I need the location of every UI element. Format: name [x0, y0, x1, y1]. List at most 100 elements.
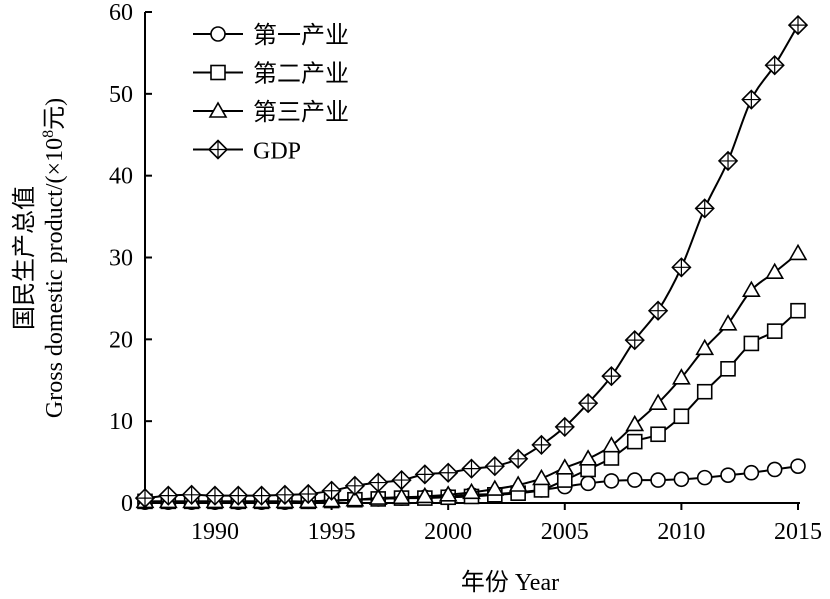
point-gdp-2000 [438, 462, 459, 483]
point-secondary-industry-2007 [603, 450, 620, 466]
point-primary-industry-2015 [790, 458, 806, 474]
x-axis-title: 年份 Year [461, 569, 559, 596]
y-axis-title-line2-prefix: Gross domestic product/(×10 [42, 138, 68, 418]
point-gdp-2001 [461, 458, 482, 479]
point-primary-industry-2006 [580, 475, 596, 492]
point-gdp-2011 [694, 198, 715, 219]
point-tertiary-industry-2011 [695, 338, 715, 356]
legend-label-primary-industry: 第一产业 [253, 22, 349, 49]
x-tick-label-2010: 2010 [657, 519, 705, 545]
legend-item-gdp: GDP [193, 139, 301, 165]
point-gdp-1995 [321, 480, 342, 501]
point-gdp-1996 [344, 475, 366, 496]
point-tertiary-industry-1999 [415, 486, 435, 504]
point-tertiary-industry-2014 [765, 262, 785, 280]
point-gdp-1990 [204, 485, 226, 506]
point-primary-industry-2013 [743, 464, 760, 481]
point-gdp-2005 [554, 416, 575, 438]
point-tertiary-industry-2007 [602, 436, 621, 453]
point-gdp-2013 [741, 89, 762, 110]
point-primary-industry-2008 [626, 472, 643, 488]
point-tertiary-industry-2003 [508, 475, 528, 492]
point-tertiary-industry-2012 [718, 314, 738, 331]
y-axis-title-line2-sup: 8 [40, 130, 57, 138]
legend-item-tertiary-industry: 第三产业 [193, 99, 349, 126]
point-primary-industry-2011 [696, 469, 713, 486]
point-gdp-2002 [484, 456, 505, 477]
point-tertiary-industry-2013 [741, 280, 761, 298]
legend-item-secondary-industry: 第二产业 [193, 61, 349, 88]
point-tertiary-industry-2005 [555, 458, 575, 475]
y-tick-label-0: 0 [121, 491, 133, 517]
point-gdp-2003 [508, 448, 529, 469]
point-gdp-2014 [764, 55, 785, 76]
point-gdp-1997 [368, 472, 389, 493]
point-gdp-2004 [531, 434, 552, 456]
y-ticks: 0 10 20 30 40 50 60 [109, 0, 152, 517]
series-layer [134, 14, 809, 510]
point-gdp-2015 [787, 14, 809, 36]
point-gdp-1994 [298, 483, 319, 505]
point-secondary-industry-2010 [673, 408, 690, 425]
point-tertiary-industry-2004 [532, 468, 551, 486]
x-ticks: 1990 1995 2000 2005 2010 2015 [191, 503, 822, 545]
point-primary-industry-2010 [673, 471, 690, 488]
point-primary-industry-2012 [720, 467, 736, 483]
y-axis-title-line2-suffix: 元) [42, 98, 68, 130]
point-tertiary-industry-1998 [392, 487, 411, 505]
point-gdp-1999 [414, 464, 435, 485]
point-primary-industry-2014 [766, 461, 783, 478]
legend-marker-secondary-industry [210, 64, 226, 81]
point-gdp-1992 [251, 485, 272, 506]
x-tick-label-1995: 1995 [308, 519, 356, 545]
point-tertiary-industry-2002 [485, 479, 505, 496]
point-secondary-industry-2014 [766, 323, 783, 339]
point-secondary-industry-2012 [720, 360, 736, 377]
series-line-gdp [144, 24, 799, 500]
point-secondary-industry-2011 [696, 383, 713, 400]
point-tertiary-industry-2006 [578, 449, 598, 466]
axes [144, 12, 800, 504]
legend-label-secondary-industry: 第二产业 [253, 61, 349, 88]
point-gdp-1987 [134, 487, 156, 509]
point-secondary-industry-2009 [650, 426, 666, 443]
y-tick-label-30: 30 [109, 246, 133, 272]
point-tertiary-industry-2008 [625, 414, 645, 432]
x-tick-label-1990: 1990 [191, 519, 239, 545]
y-axis-title-line1: 国民生产总值 [11, 186, 38, 330]
point-tertiary-industry-2009 [648, 393, 668, 410]
x-tick-label-2015: 2015 [774, 519, 822, 545]
point-tertiary-industry-2010 [672, 368, 691, 385]
legend-item-primary-industry: 第一产业 [193, 22, 349, 49]
point-tertiary-industry-2000 [438, 485, 458, 502]
point-gdp-1988 [158, 485, 179, 506]
point-tertiary-industry-1997 [368, 488, 388, 505]
point-gdp-1991 [228, 485, 249, 506]
point-secondary-industry-2013 [743, 335, 760, 352]
point-secondary-industry-2008 [626, 433, 643, 450]
point-gdp-1993 [274, 484, 296, 505]
x-tick-label-2005: 2005 [541, 519, 589, 545]
point-secondary-industry-2015 [790, 302, 806, 319]
legend-marker-gdp [207, 139, 229, 160]
legend-label-gdp: GDP [253, 139, 301, 165]
y-axis-title-line2: Gross domestic product/(×108元) [40, 98, 68, 418]
point-primary-industry-2009 [650, 472, 666, 488]
y-tick-label-20: 20 [109, 327, 133, 353]
y-tick-label-10: 10 [109, 409, 133, 435]
legend-marker-tertiary-industry [208, 101, 228, 118]
point-secondary-industry-2005 [556, 472, 573, 488]
point-gdp-2009 [647, 300, 669, 321]
point-tertiary-industry-2015 [788, 243, 808, 261]
point-gdp-2012 [717, 150, 739, 172]
y-tick-label-50: 50 [109, 82, 133, 108]
legend-label-tertiary-industry: 第三产业 [253, 99, 349, 126]
point-tertiary-industry-2001 [462, 482, 481, 500]
y-tick-label-40: 40 [109, 164, 133, 190]
point-gdp-2006 [577, 393, 599, 414]
point-gdp-2008 [624, 330, 645, 351]
point-primary-industry-2007 [603, 473, 620, 489]
point-gdp-1989 [181, 484, 202, 505]
